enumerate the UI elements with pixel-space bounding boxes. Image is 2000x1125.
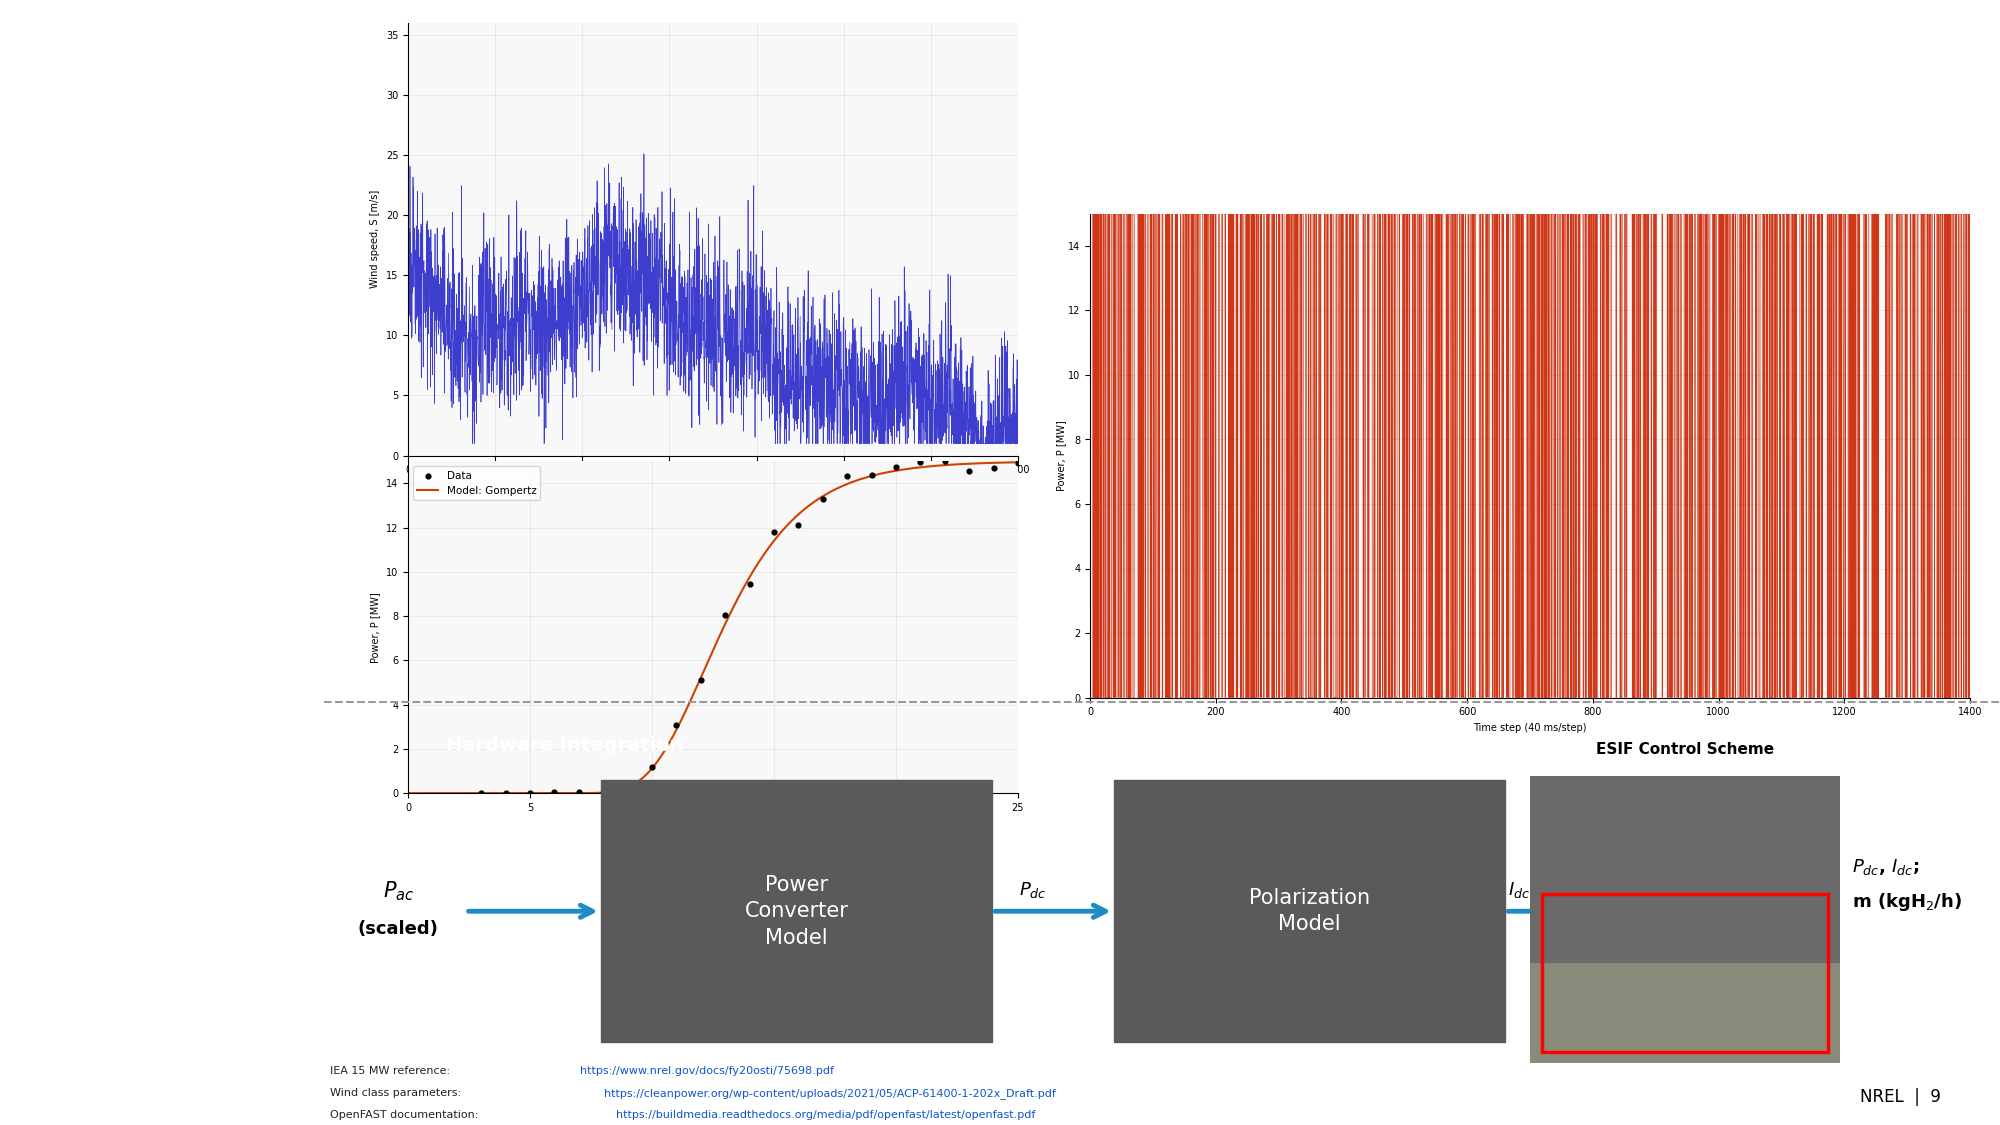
X-axis label: Time step (40 ms/step): Time step (40 ms/step) bbox=[1474, 722, 1586, 732]
Data bbox=[710, 605, 742, 623]
Data bbox=[856, 466, 888, 484]
Text: •  Wind speed: • Wind speed bbox=[12, 354, 156, 372]
X-axis label: Wind speed, S [m/s]: Wind speed, S [m/s] bbox=[664, 818, 762, 828]
Text: –  Efficiency curve or fixed efficiency: – Efficiency curve or fixed efficiency bbox=[32, 804, 300, 819]
Data bbox=[978, 459, 1010, 477]
Model: Gompertz: (0, 4.37e-101): Gompertz: (0, 4.37e-101) bbox=[396, 786, 420, 800]
Data bbox=[562, 783, 594, 801]
Text: (scaled): (scaled) bbox=[358, 920, 438, 938]
Data bbox=[832, 467, 864, 485]
Text: $I_{dc}$: $I_{dc}$ bbox=[1508, 880, 1530, 900]
FancyBboxPatch shape bbox=[600, 781, 992, 1042]
Text: m (kgH$_2$/h): m (kgH$_2$/h) bbox=[1852, 891, 1962, 912]
Text: Wind Speed: Wind Speed bbox=[356, 179, 376, 299]
Text: Power Profile: Power Profile bbox=[1382, 173, 1518, 191]
Y-axis label: Power, P [MW]: Power, P [MW] bbox=[370, 592, 380, 663]
Data bbox=[514, 784, 546, 802]
Text: –  Degradation (state of the stack
condition): – Degradation (state of the stack condit… bbox=[32, 1000, 278, 1034]
Data bbox=[466, 784, 498, 802]
X-axis label: Time step (40 ms/step): Time step (40 ms/step) bbox=[656, 480, 770, 490]
Text: OpenFAST documentation:: OpenFAST documentation: bbox=[330, 1109, 482, 1119]
Line: Model: Gompertz: Model: Gompertz bbox=[408, 462, 1018, 793]
Text: •  Power converter model: • Power converter model bbox=[12, 746, 274, 764]
FancyBboxPatch shape bbox=[1114, 781, 1506, 1042]
Data bbox=[1002, 455, 1034, 472]
Y-axis label: Power, P [MW]: Power, P [MW] bbox=[1056, 421, 1066, 490]
Text: Wind class parameters:: Wind class parameters: bbox=[330, 1088, 464, 1098]
Text: –  Power-to-current relationship: – Power-to-current relationship bbox=[32, 915, 262, 929]
Data bbox=[684, 670, 716, 688]
Data bbox=[538, 783, 570, 801]
Data bbox=[904, 453, 936, 471]
Model: Gompertz: (13.5, 8.82): Gompertz: (13.5, 8.82) bbox=[726, 592, 750, 605]
Text: •  Integration with the main
control scheme: • Integration with the main control sche… bbox=[12, 1095, 296, 1125]
Text: Power
Converter
Model: Power Converter Model bbox=[744, 875, 848, 947]
Model: Gompertz: (11.9, 4.91): Gompertz: (11.9, 4.91) bbox=[686, 678, 710, 692]
Text: NREL  |  9: NREL | 9 bbox=[1860, 1088, 1940, 1106]
Text: –  OpenFAST simulating IEA 15 MW WTG
response: – OpenFAST simulating IEA 15 MW WTG resp… bbox=[32, 651, 328, 685]
Data bbox=[782, 516, 814, 534]
Data bbox=[490, 784, 522, 802]
Text: Accomplishments:
Simulation framework
for experiments: Accomplishments: Simulation framework fo… bbox=[26, 34, 374, 128]
Text: https://buildmedia.readthedocs.org/media/pdf/openfast/latest/openfast.pdf: https://buildmedia.readthedocs.org/media… bbox=[616, 1109, 1034, 1119]
Bar bbox=[1542, 894, 1828, 1052]
Text: •  Power curve: • Power curve bbox=[12, 593, 162, 611]
Legend: Data, Model: Gompertz: Data, Model: Gompertz bbox=[414, 467, 540, 500]
Text: Hardware Integration: Hardware Integration bbox=[446, 736, 684, 755]
Text: ESIF Control Scheme: ESIF Control Scheme bbox=[1596, 741, 1774, 757]
Text: https://www.nrel.gov/docs/fy20osti/75698.pdf: https://www.nrel.gov/docs/fy20osti/75698… bbox=[580, 1066, 834, 1077]
Data bbox=[928, 452, 960, 470]
Text: $P_{ac}$: $P_{ac}$ bbox=[382, 880, 414, 902]
Model: Gompertz: (14.9, 11.2): Gompertz: (14.9, 11.2) bbox=[760, 538, 784, 551]
Text: –  TurbSim according to IEC 61400
DLC 1.2 (NTM), class IB, with
mean wind speed : – TurbSim according to IEC 61400 DLC 1.2… bbox=[32, 413, 284, 484]
Data bbox=[880, 458, 912, 476]
Text: –  Stack temperature effects: – Stack temperature effects bbox=[32, 957, 242, 972]
Text: •  Polarization model: • Polarization model bbox=[12, 856, 226, 874]
Data bbox=[588, 784, 620, 802]
Bar bbox=[1530, 776, 1840, 963]
Model: Gompertz: (12, 5.28): Gompertz: (12, 5.28) bbox=[690, 669, 714, 683]
Data bbox=[734, 575, 766, 593]
Data bbox=[954, 462, 986, 480]
Model: Gompertz: (24.4, 14.9): Gompertz: (24.4, 14.9) bbox=[992, 456, 1016, 469]
Model: Gompertz: (25, 15): Gompertz: (25, 15) bbox=[1006, 456, 1030, 469]
Data bbox=[612, 778, 644, 796]
Text: Power Curve: Power Curve bbox=[356, 562, 376, 691]
Text: Built the simulation framework for
hardware experiments: Built the simulation framework for hardw… bbox=[1096, 76, 1502, 132]
Text: IEA 15 MW reference:: IEA 15 MW reference: bbox=[330, 1066, 454, 1077]
Text: https://cleanpower.org/wp-content/uploads/2021/05/ACP-61400-1-202x_Draft.pdf: https://cleanpower.org/wp-content/upload… bbox=[604, 1088, 1056, 1099]
Model: Gompertz: (20.5, 14.7): Gompertz: (20.5, 14.7) bbox=[896, 462, 920, 476]
Data bbox=[758, 522, 790, 540]
Data bbox=[660, 716, 692, 734]
Y-axis label: Wind speed, S [m/s]: Wind speed, S [m/s] bbox=[370, 190, 380, 288]
Text: Polarization
Model: Polarization Model bbox=[1248, 888, 1370, 935]
Data bbox=[636, 757, 668, 775]
Text: $P_{dc}$: $P_{dc}$ bbox=[1018, 880, 1046, 900]
Text: $P_{dc}$, $I_{dc}$;: $P_{dc}$, $I_{dc}$; bbox=[1852, 857, 1918, 878]
Data bbox=[806, 489, 838, 507]
